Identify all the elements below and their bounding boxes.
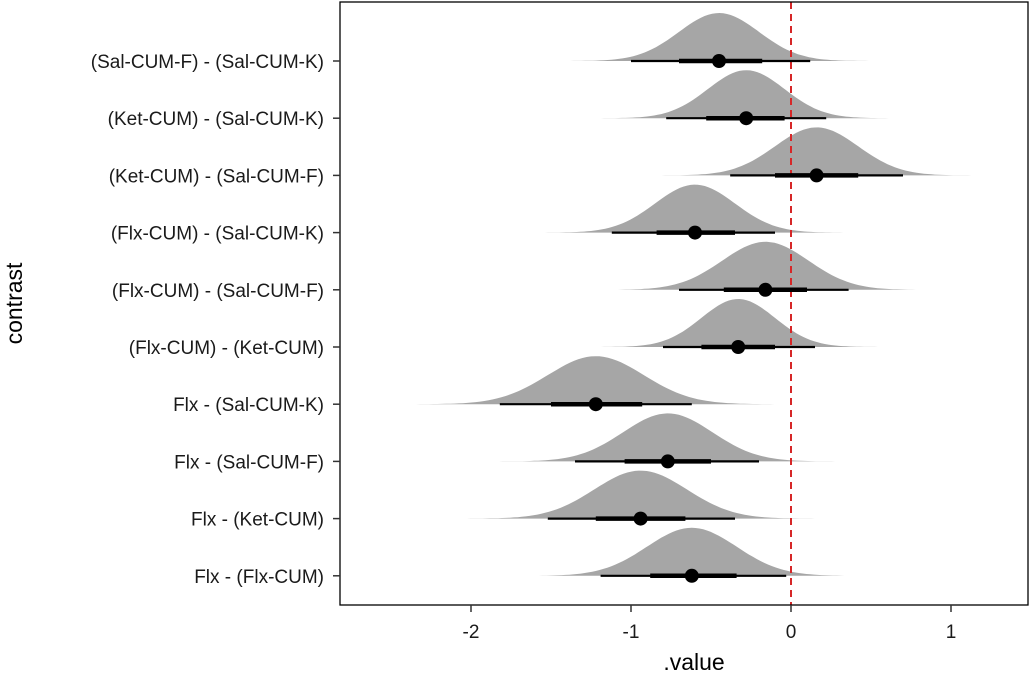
- x-tick-label: -2: [463, 622, 480, 643]
- y-tick-label: (Sal-CUM-F) - (Sal-CUM-K): [91, 52, 324, 73]
- median-point: [633, 511, 648, 526]
- median-point: [809, 168, 824, 183]
- y-axis: (Sal-CUM-F) - (Sal-CUM-K) (Ket-CUM) - (Sa…: [91, 52, 340, 588]
- y-tick-label: (Ket-CUM) - (Sal-CUM-F): [109, 166, 324, 187]
- median-point: [739, 111, 754, 126]
- x-axis-title: .value: [663, 649, 724, 675]
- median-point: [712, 54, 726, 68]
- density-shape: [527, 184, 847, 233]
- y-tick-label: Flx - (Sal-CUM-F): [174, 452, 324, 473]
- x-axis: -2 -1 0 1: [463, 605, 957, 643]
- interval-layer: [499, 54, 903, 583]
- density-shape: [583, 70, 903, 119]
- density-layer: [399, 13, 975, 576]
- x-tick-label: 1: [946, 622, 957, 643]
- density-shape: [559, 13, 895, 61]
- x-tick-label: 0: [786, 622, 797, 643]
- median-point: [588, 397, 603, 412]
- median-point: [684, 568, 699, 583]
- y-tick-label: (Flx-CUM) - (Sal-CUM-F): [112, 281, 324, 302]
- density-shape: [647, 127, 975, 176]
- y-axis-title: contrast: [1, 262, 27, 344]
- median-point: [731, 340, 746, 354]
- y-tick-label: Flx - (Ket-CUM): [191, 510, 324, 531]
- density-shape: [463, 470, 815, 519]
- x-tick-label: -1: [623, 622, 640, 643]
- y-tick-label: (Ket-CUM) - (Sal-CUM-K): [108, 109, 324, 130]
- density-shape: [535, 527, 879, 576]
- plot-frame: [339, 1, 1029, 606]
- y-tick-label: Flx - (Flx-CUM): [194, 567, 324, 588]
- density-shape: [495, 413, 847, 462]
- median-point: [758, 282, 773, 297]
- density-shape: [583, 299, 903, 347]
- median-point: [688, 225, 702, 240]
- y-tick-label: (Flx-CUM) - (Ket-CUM): [129, 338, 324, 359]
- y-tick-label: (Flx-CUM) - (Sal-CUM-K): [111, 224, 324, 245]
- y-tick-label: Flx - (Sal-CUM-K): [173, 395, 324, 416]
- density-shape: [591, 241, 935, 290]
- density-shape: [399, 356, 783, 405]
- median-point: [660, 454, 675, 469]
